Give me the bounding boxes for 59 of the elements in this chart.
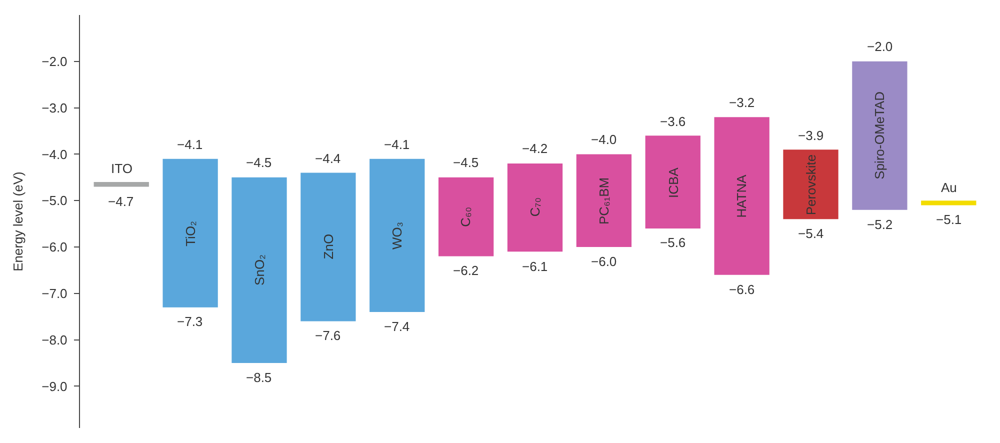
x-tick-label: TiO₂ xyxy=(183,220,198,246)
x-tick-label: WO₃ xyxy=(390,222,405,250)
annotation: −7.4 xyxy=(384,319,410,334)
annotation: −6.0 xyxy=(591,254,617,269)
y-axis-title: Energy level (eV) xyxy=(10,172,26,272)
bar xyxy=(645,136,700,228)
x-tick-label: ICBA xyxy=(666,167,681,198)
bar xyxy=(162,158,218,308)
y-tick-label: −6.0 xyxy=(42,240,68,255)
annotation: −2.0 xyxy=(867,39,893,54)
annotation: −3.6 xyxy=(660,114,686,129)
annotation: −8.5 xyxy=(246,370,272,385)
bar xyxy=(921,200,976,206)
annotation: −3.2 xyxy=(729,95,755,110)
x-tick-label: Au xyxy=(941,180,957,195)
x-tick-label: PC₆₁BM xyxy=(596,177,612,225)
x-tick-label: ITO xyxy=(111,161,132,176)
y-tick-label: −2.0 xyxy=(42,54,68,69)
annotation: −5.1 xyxy=(936,212,962,227)
annotation: −4.1 xyxy=(384,137,410,152)
annotation: −6.1 xyxy=(522,259,548,274)
y-tick-label: −3.0 xyxy=(42,100,68,116)
y-tick-label: −9.0 xyxy=(42,378,68,394)
bar xyxy=(232,177,287,364)
x-tick-label: C₆₀ xyxy=(458,206,474,227)
x-tick-label: SnO₂ xyxy=(252,254,268,286)
x-tick-label: Perovskite xyxy=(803,154,818,216)
y-tick-label: −7.0 xyxy=(42,286,68,301)
y-tick-label: −5.0 xyxy=(42,193,68,208)
annotation: −4.1 xyxy=(177,137,203,152)
annotation: −5.6 xyxy=(660,235,686,250)
annotation: −4.5 xyxy=(453,155,479,170)
annotation: −5.2 xyxy=(867,217,893,232)
bar xyxy=(783,150,838,220)
annotation: −4.2 xyxy=(522,141,548,156)
y-tick-label: −4.0 xyxy=(42,146,68,162)
bar xyxy=(370,158,425,312)
annotation: −3.9 xyxy=(798,128,824,143)
bar xyxy=(852,61,908,210)
annotation: −7.3 xyxy=(177,314,203,329)
annotation: −4.5 xyxy=(246,155,272,170)
bar xyxy=(438,177,494,256)
x-tick-label: HATNA xyxy=(734,174,749,218)
bar xyxy=(576,154,632,248)
annotation: −7.6 xyxy=(315,328,341,343)
y-tick-label: −8.0 xyxy=(42,332,68,348)
x-tick-label: C₇₀ xyxy=(527,197,542,217)
annotation: −6.2 xyxy=(453,263,479,278)
annotation: −5.4 xyxy=(798,226,824,241)
annotation: −4.0 xyxy=(591,132,617,147)
bar xyxy=(300,172,356,322)
bar xyxy=(507,163,563,252)
x-tick-label: ZnO xyxy=(321,234,336,260)
bar xyxy=(714,117,770,275)
annotation: −6.6 xyxy=(729,282,755,297)
bar xyxy=(94,182,149,187)
annotation: −4.4 xyxy=(315,151,341,166)
x-tick-label: Spiro-OMeTAD xyxy=(872,91,888,180)
annotation: −4.7 xyxy=(108,194,134,209)
